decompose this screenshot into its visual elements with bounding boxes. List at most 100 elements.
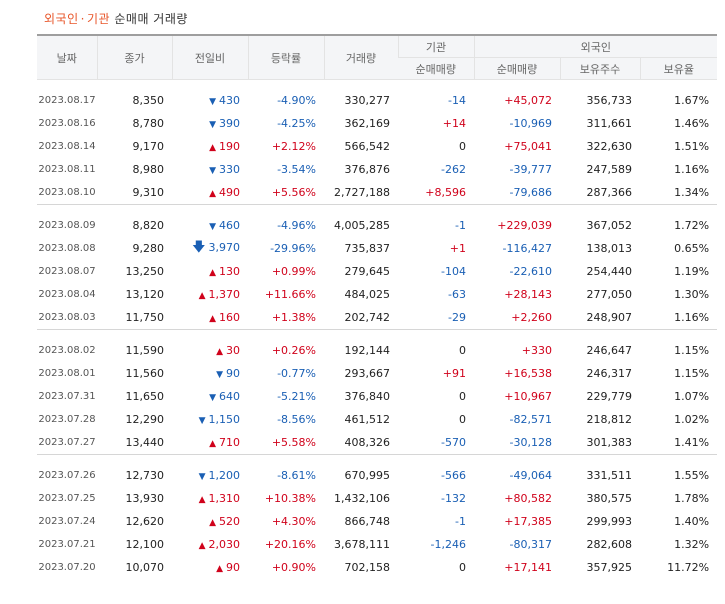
- table-row: 2023.08.10 9,310 ▲ 490 +5.56% 2,727,188 +8,596…: [37, 181, 718, 205]
- cell-date: 2023.07.20: [38, 562, 96, 573]
- cell-inst-net: 0: [459, 413, 466, 426]
- cell-rate: +4.30%: [271, 515, 316, 528]
- cell-date: 2023.08.17: [38, 95, 96, 106]
- down-triangle-icon: ▼: [209, 166, 216, 176]
- header-change: 전일비: [171, 34, 248, 80]
- cell-foreign-hold: 357,925: [586, 561, 633, 574]
- table-row: 2023.08.02 11,590 ▲ 30 +0.26% 192,144 0 +330 246…: [37, 339, 717, 362]
- cell-volume: 484,025: [344, 288, 391, 301]
- cell-foreign-hold: 311,661: [586, 117, 633, 130]
- change-value: 160: [219, 311, 240, 324]
- cell-volume: 3,678,111: [334, 538, 390, 551]
- cell-volume: 279,645: [344, 265, 391, 278]
- header-volume: 거래량: [323, 34, 398, 80]
- cell-inst-net: -63: [448, 288, 466, 301]
- change-value: 1,200: [208, 469, 241, 482]
- cell-change: ▲ 160: [172, 306, 248, 330]
- cell-inst-net: 0: [459, 140, 466, 153]
- cell-volume: 1,432,106: [334, 492, 390, 505]
- cell-close: 13,930: [125, 492, 165, 505]
- change-value: 30: [226, 344, 240, 357]
- cell-foreign-ratio: 1.51%: [674, 140, 710, 153]
- up-triangle-icon: ▲: [198, 495, 206, 505]
- cell-inst-net: -14: [448, 94, 466, 107]
- cell-date: 2023.08.08: [38, 243, 96, 254]
- cell-change: ▲ 30: [172, 339, 248, 362]
- header-foreign-net: 순매매량: [473, 57, 560, 80]
- cell-inst-net: -29: [398, 306, 474, 330]
- change-value: 190: [219, 140, 240, 153]
- cell-volume: 461,512: [344, 413, 391, 426]
- cell-foreign-ratio: 1.46%: [674, 117, 710, 130]
- cell-foreign-hold: 331,511: [586, 469, 633, 482]
- header-inst-net: 순매매량: [398, 57, 474, 80]
- cell-date: 2023.07.28: [38, 414, 96, 425]
- cell-rate: +0.99%: [271, 265, 316, 278]
- up-triangle-icon: ▲: [198, 541, 206, 551]
- cell-date: 2023.07.24: [38, 516, 96, 527]
- change-value: 90: [226, 367, 240, 380]
- cell-foreign-hold: 367,052: [586, 219, 633, 232]
- cell-rate: +0.26%: [271, 344, 316, 357]
- cell-volume: 192,144: [344, 344, 391, 357]
- change-value: 640: [219, 390, 240, 403]
- cell-foreign-ratio: 1.40%: [674, 515, 710, 528]
- change-value: 520: [219, 515, 240, 528]
- change-value: 330: [219, 163, 240, 176]
- cell-close: 8,780: [132, 117, 165, 130]
- cell-close: 12,730: [125, 469, 165, 482]
- cell-change: ▼ 430: [172, 89, 248, 112]
- cell-volume: 293,667: [344, 367, 391, 380]
- cell-rate: -8.61%: [277, 469, 316, 482]
- cell-foreign-ratio: 11.72%: [667, 561, 710, 574]
- cell-change: ▲ 520: [172, 510, 248, 533]
- cell-foreign-hold: 138,013: [586, 242, 633, 255]
- cell-foreign-hold: 277,050: [586, 288, 633, 301]
- cell-foreign-net: -22,610: [509, 265, 552, 278]
- table-body: 2023.08.17 8,350 ▼ 430 -4.90% 330,277 -14 +45,0…: [37, 80, 718, 580]
- cell-date: 2023.08.03: [37, 306, 97, 330]
- cell-volume: 702,158: [344, 561, 391, 574]
- cell-close: 13,440: [97, 431, 172, 455]
- cell-volume: 330,277: [344, 94, 391, 107]
- cell-volume: 4,005,285: [334, 219, 390, 232]
- cell-inst-net: -1: [455, 219, 466, 232]
- cell-foreign-net: -49,064: [509, 469, 552, 482]
- down-triangle-icon: ▼: [209, 120, 216, 130]
- up-triangle-icon: ▲: [209, 268, 216, 278]
- header-close: 종가: [96, 34, 172, 80]
- header-rate: 등락률: [247, 34, 324, 80]
- cell-close: 12,290: [125, 413, 165, 426]
- cell-foreign-net: +45,072: [504, 94, 552, 107]
- group-spacer: [37, 80, 717, 90]
- cell-rate: -3.54%: [277, 163, 316, 176]
- cell-close: 11,590: [125, 344, 165, 357]
- cell-foreign-ratio: 1.78%: [674, 492, 710, 505]
- cell-rate: -8.56%: [277, 413, 316, 426]
- cell-close: 11,560: [125, 367, 165, 380]
- change-value: 710: [219, 436, 240, 449]
- cell-foreign-net: -79,686: [474, 181, 560, 205]
- cell-foreign-ratio: 1.67%: [674, 94, 710, 107]
- cell-foreign-hold: 246,647: [586, 344, 633, 357]
- cell-rate: -4.25%: [277, 117, 316, 130]
- cell-close: 11,750: [97, 306, 172, 330]
- cell-date: 2023.07.21: [38, 539, 96, 550]
- table-row: 2023.08.14 9,170 ▲ 190 +2.12% 566,542 0 +75,041…: [37, 135, 717, 158]
- cell-date: 2023.08.14: [38, 141, 96, 152]
- cell-volume: 735,837: [344, 242, 391, 255]
- cell-date: 2023.08.11: [38, 164, 96, 175]
- cell-rate: +2.12%: [271, 140, 316, 153]
- cell-foreign-ratio: 1.16%: [674, 163, 710, 176]
- cell-foreign-net: +17,385: [504, 515, 552, 528]
- cell-rate: +0.90%: [271, 561, 316, 574]
- cell-rate: +5.56%: [248, 181, 324, 205]
- cell-volume: 376,840: [344, 390, 391, 403]
- cell-inst-net: -262: [441, 163, 466, 176]
- table-row: 2023.08.16 8,780 ▼ 390 -4.25% 362,169 +14 -10,9…: [37, 112, 717, 135]
- cell-change: ▼ 90: [172, 362, 248, 385]
- cell-volume: 670,995: [344, 469, 391, 482]
- cell-foreign-ratio: 1.32%: [674, 538, 710, 551]
- cell-date: 2023.07.31: [38, 391, 96, 402]
- cell-change: 🡇 3,970: [172, 237, 248, 260]
